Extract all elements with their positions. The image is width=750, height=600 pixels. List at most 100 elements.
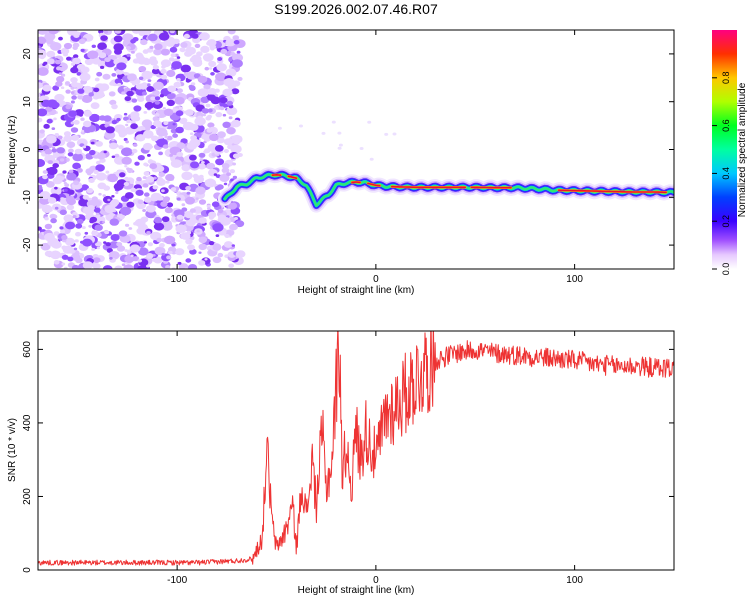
noise-blob [187,244,195,251]
noise-blob [237,153,243,157]
noise-blob [114,78,123,85]
noise-blob [71,81,79,88]
noise-blob [189,208,196,213]
noise-blob [160,201,168,207]
noise-blob [80,117,85,121]
noise-blob [164,207,173,214]
noise-blob [180,42,188,48]
noise-blob [170,159,182,168]
noise-blob [65,104,72,110]
noise-blob [170,187,177,192]
noise-blob [105,242,111,247]
noise-blob [217,208,224,214]
noise-blob [38,117,43,123]
noise-blob [204,258,208,261]
noise-blob [199,32,210,41]
noise-blob [204,66,210,71]
y-tick-label: 0 [22,146,33,152]
noise-blob [107,173,119,183]
frequency-track-peak [557,189,667,194]
snr-ticks: -100 0 100 0 200 400 600 [22,331,674,586]
noise-blob [200,45,210,54]
noise-blob [119,234,131,243]
noise-blob [229,223,238,231]
noise-blob [186,191,191,195]
noise-blob [44,223,53,230]
noise-blob [134,218,146,227]
noise-blob [84,231,89,235]
noise-blob [72,215,77,219]
noise-blob [39,129,45,134]
noise-blob [129,180,135,184]
noise-blob [169,46,178,53]
noise-blob [165,265,171,269]
noise-blob [65,81,70,85]
noise-blob [38,52,47,59]
noise-blob [222,88,233,97]
noise-blob [142,176,147,180]
noise-blob [141,91,147,96]
noise-blob [95,172,107,181]
noise-blob [62,170,67,174]
noise-blob [154,43,163,50]
noise-blob [72,153,83,162]
noise-blob [59,158,65,162]
snr-ylabel: SNR (10 * v/v) [7,418,18,482]
noise-blob [216,63,227,72]
noise-blob [72,211,78,217]
noise-blob [40,242,51,251]
noise-blob [123,116,129,121]
noise-blob [153,48,162,56]
noise-blob [38,226,42,231]
noise-blob [38,30,49,35]
noise-blob [145,253,154,259]
noise-blob [87,205,95,211]
noise-blob [38,158,46,168]
noise-blob [95,160,101,165]
noise-blob [70,86,75,90]
noise-blob [73,54,79,59]
noise-blob [125,140,129,144]
noise-blob [161,189,165,193]
y-tick-label: 10 [22,96,33,108]
noise-blob [38,67,49,76]
noise-blob [231,134,243,144]
figure-title: S199.2026.002.07.46.R07 [274,1,438,17]
noise-blob [95,141,103,147]
noise-blob [73,33,80,38]
noise-blob [149,59,159,66]
noise-blob [338,143,343,147]
noise-blob [103,265,113,269]
noise-blob [158,32,170,41]
noise-blob [123,112,128,116]
noise-blob [217,57,223,61]
noise-blob [190,54,202,63]
noise-blob [55,81,63,87]
noise-blob [67,256,74,262]
noise-blob [114,265,123,269]
noise-blob [228,116,233,120]
noise-blob [67,247,76,254]
noise-blob [197,163,206,170]
noise-blob [42,174,48,180]
noise-blob [72,57,81,65]
noise-blob [73,120,80,125]
noise-blob [141,119,153,128]
noise-blob [199,158,204,161]
noise-blob [189,85,196,91]
noise-blob [359,147,364,150]
noise-blob [113,35,123,43]
noise-blob [152,185,159,190]
x-tick-label: 100 [566,274,583,285]
noise-blob [187,264,198,269]
noise-blob [196,229,200,233]
noise-blob [161,216,170,223]
noise-blob [113,182,124,191]
noise-blob [137,265,144,269]
noise-blob [75,231,81,237]
noise-blob [183,72,190,77]
noise-blob [165,173,175,182]
noise-blob [184,211,194,219]
noise-blob [180,64,191,73]
